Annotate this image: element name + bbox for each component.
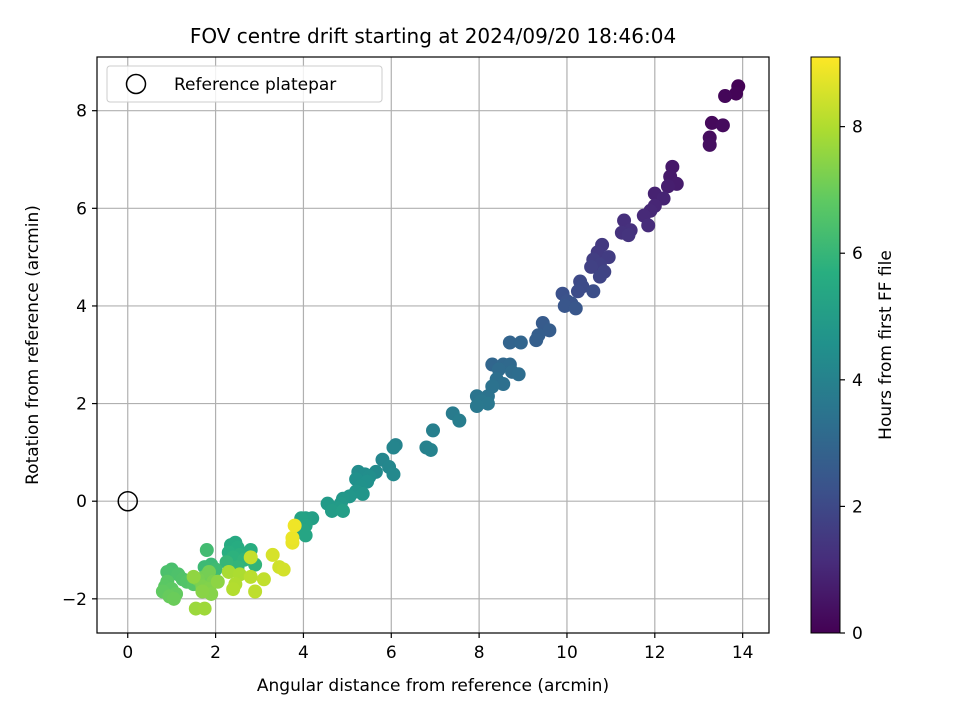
data-point — [426, 423, 440, 438]
x-tick-label: 2 — [210, 643, 221, 663]
data-point — [469, 399, 484, 414]
y-tick-label: 2 — [76, 395, 87, 415]
colorbar: 0 2 4 6 8 Hours from first FF file — [810, 56, 896, 644]
data-point — [186, 569, 201, 584]
data-point — [355, 486, 370, 501]
reference-marker-circle-icon — [117, 490, 138, 512]
data-point — [166, 591, 181, 606]
plot-frame — [96, 56, 770, 634]
data-point — [621, 228, 636, 243]
data-point — [660, 179, 675, 194]
data-point — [324, 503, 339, 518]
reference-marker-group — [117, 490, 138, 512]
data-point — [496, 377, 511, 392]
data-point — [195, 584, 210, 599]
y-axis-ticks: −2 0 2 4 6 8 — [62, 102, 97, 610]
y-tick-label: −2 — [62, 590, 87, 610]
data-point — [243, 569, 258, 584]
y-axis-label: Rotation from reference (arcmin) — [23, 205, 43, 485]
x-tick-label: 0 — [122, 643, 133, 663]
chart-title: FOV centre drift starting at 2024/09/20 … — [190, 24, 676, 48]
legend-label: Reference platepar — [174, 75, 336, 95]
data-point — [704, 115, 719, 130]
y-tick-label: 8 — [76, 102, 87, 122]
colorbar-ticks: 0 2 4 6 8 — [840, 118, 863, 644]
data-point — [529, 333, 544, 348]
data-point — [276, 562, 291, 577]
data-point — [729, 86, 744, 101]
data-point — [592, 269, 607, 284]
data-point — [584, 259, 599, 274]
data-point — [287, 518, 302, 533]
data-point — [197, 601, 212, 616]
data-point — [702, 137, 717, 152]
legend-marker-circle-icon — [125, 73, 147, 95]
data-point — [641, 218, 656, 233]
legend: Reference platepar — [106, 65, 383, 103]
data-points — [155, 79, 746, 616]
x-tick-label: 8 — [474, 643, 485, 663]
data-point — [502, 335, 517, 350]
colorbar-tick-label: 6 — [852, 244, 863, 264]
x-tick-label: 6 — [386, 643, 397, 663]
data-point — [542, 323, 557, 338]
data-point — [199, 543, 214, 558]
x-tick-label: 12 — [644, 643, 666, 663]
data-point — [715, 118, 730, 133]
data-point — [298, 528, 313, 543]
x-axis-ticks: 0 2 4 6 8 10 12 14 — [122, 633, 753, 663]
x-tick-label: 14 — [732, 643, 754, 663]
data-point — [568, 301, 583, 316]
data-point — [513, 335, 528, 350]
colorbar-tick-label: 0 — [852, 624, 863, 644]
data-point — [265, 547, 280, 562]
data-point — [160, 564, 175, 579]
data-point — [256, 572, 271, 587]
y-tick-label: 0 — [76, 492, 87, 512]
colorbar-tick-label: 4 — [852, 371, 863, 391]
data-point — [386, 467, 401, 482]
data-point — [221, 564, 236, 579]
colorbar-tick-label: 8 — [852, 118, 863, 138]
data-point — [557, 298, 572, 313]
data-point — [226, 582, 241, 597]
colorbar-label: Hours from first FF file — [876, 250, 896, 440]
data-point — [285, 530, 300, 545]
data-point — [386, 440, 401, 455]
y-tick-label: 6 — [76, 199, 87, 219]
colorbar-gradient — [810, 56, 841, 634]
data-point — [480, 396, 495, 411]
data-point — [210, 574, 225, 589]
x-axis-label: Angular distance from reference (arcmin) — [257, 676, 609, 696]
grid — [97, 57, 769, 633]
x-tick-label: 4 — [298, 643, 309, 663]
data-point — [570, 284, 585, 299]
x-tick-label: 10 — [556, 643, 578, 663]
data-point — [243, 550, 258, 565]
data-point — [586, 284, 601, 299]
data-point — [452, 413, 467, 428]
y-tick-label: 4 — [76, 297, 87, 317]
colorbar-tick-label: 2 — [852, 497, 863, 517]
data-point — [511, 367, 526, 382]
data-point — [335, 503, 350, 518]
legend-box — [106, 65, 383, 103]
data-point — [248, 584, 263, 599]
data-point — [423, 442, 438, 457]
data-point — [718, 89, 733, 104]
